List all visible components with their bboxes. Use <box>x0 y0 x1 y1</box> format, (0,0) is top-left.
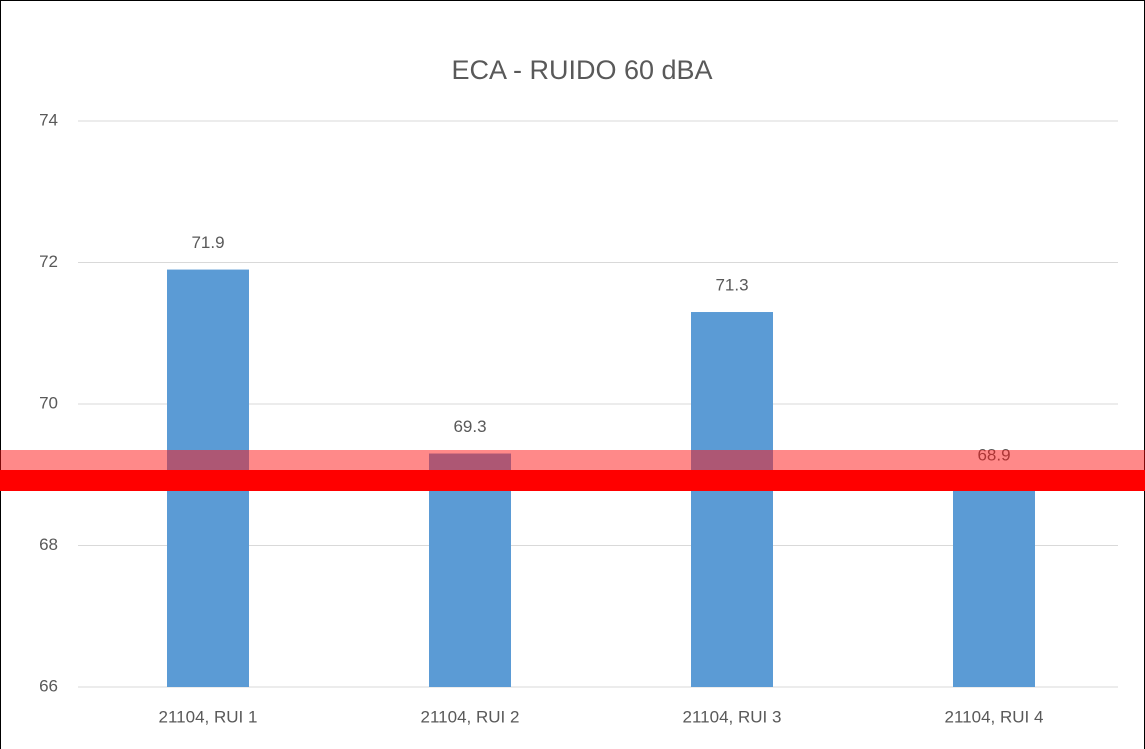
y-tick-label: 70 <box>39 393 58 412</box>
bar <box>691 312 773 687</box>
y-tick-label: 74 <box>39 110 58 129</box>
threshold-band <box>0 450 1145 470</box>
chart-title: ECA - RUIDO 60 dBA <box>451 55 712 85</box>
bar <box>953 481 1035 687</box>
threshold-overlay <box>0 450 1145 491</box>
plot-area: 66 68 70 72 74 21104, RUI 1 71.9 21104, RUI 2 69… <box>39 110 1118 726</box>
data-label: 71.9 <box>191 233 224 252</box>
x-tick-label: 21104, RUI 1 <box>159 707 258 726</box>
x-tick-label: 21104, RUI 2 <box>421 707 520 726</box>
y-tick-label: 66 <box>39 676 58 695</box>
data-label: 69.3 <box>453 417 486 436</box>
y-tick-label: 68 <box>39 535 58 554</box>
x-tick-label: 21104, RUI 4 <box>945 707 1044 726</box>
x-tick-label: 21104, RUI 3 <box>683 707 782 726</box>
threshold-line <box>0 470 1145 491</box>
data-label: 71.3 <box>715 276 748 295</box>
y-tick-label: 72 <box>39 252 58 271</box>
bar <box>429 453 511 687</box>
